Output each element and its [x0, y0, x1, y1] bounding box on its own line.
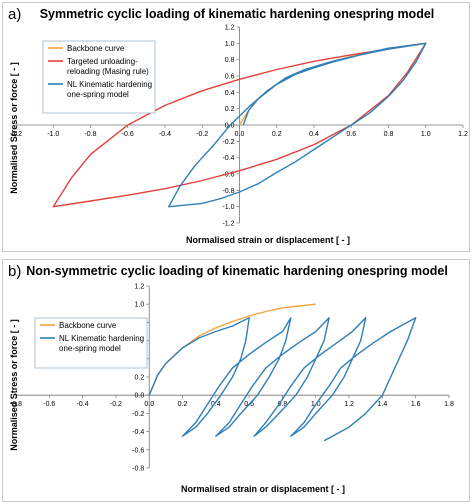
y-tick-label: 0.0: [134, 393, 144, 400]
x-tick-label: 0.0: [144, 401, 154, 408]
x-tick-label: -0.8: [10, 401, 22, 408]
series-line-2: [168, 42, 427, 208]
y-tick-label: -0.4: [132, 429, 144, 436]
y-tick-label: 0.2: [134, 375, 144, 382]
x-tick-label: -0.6: [122, 131, 134, 138]
x-tick-label: 0.4: [309, 131, 319, 138]
y-tick-label: -0.2: [222, 139, 234, 146]
x-tick-label: 1.6: [411, 401, 421, 408]
x-tick-label: 1.2: [344, 401, 354, 408]
y-tick-label: 1.2: [225, 25, 235, 32]
panel-a-title: Symmetric cyclic loading of kinematic ha…: [39, 7, 435, 21]
y-axis-title: Normalised Stress or force [ - ]: [9, 62, 19, 194]
panel-a-label: a): [8, 6, 22, 23]
x-tick-label: 0.4: [211, 401, 221, 408]
panel-a: a) Symmetric cyclic loading of kinematic…: [2, 2, 470, 252]
x-tick-label: -0.2: [196, 131, 208, 138]
y-tick-label: 0.8: [225, 57, 235, 64]
x-tick-label: -1.0: [47, 131, 59, 138]
x-tick-label: 0.0: [235, 131, 245, 138]
x-axis-title: Normalised strain or displacement [ - ]: [186, 235, 350, 245]
x-tick-label: 1.0: [421, 131, 431, 138]
legend-label: one-spring model: [67, 90, 129, 99]
legend-label: one-spring model: [59, 344, 121, 353]
y-tick-label: -0.2: [132, 411, 144, 418]
y-tick-label: -1.0: [222, 204, 234, 211]
y-tick-label: -1.2: [222, 221, 234, 228]
series-line-1: [148, 317, 417, 442]
y-tick-label: 1.2: [134, 284, 144, 291]
x-tick-label: 1.2: [458, 131, 468, 138]
legend-label: NL Kinematic hardening: [59, 334, 144, 343]
x-tick-label: -0.8: [84, 131, 96, 138]
legend-box: [34, 317, 148, 369]
x-tick-label: 1.8: [444, 401, 454, 408]
x-tick-label: 0.2: [178, 401, 188, 408]
legend-label: reloading (Masing rule): [67, 67, 149, 76]
legend-box: [42, 40, 156, 114]
x-tick-label: 0.8: [384, 131, 394, 138]
legend-label: Backbone curve: [59, 321, 117, 330]
panel-b-title: Non-symmetric cyclic loading of kinemati…: [26, 264, 448, 278]
series-line-1: [52, 42, 427, 208]
x-axis-title: Normalised strain or displacement [ - ]: [181, 484, 345, 494]
panel-b-label: b): [8, 263, 22, 280]
y-tick-label: 0.2: [225, 106, 235, 113]
x-tick-label: -0.2: [110, 401, 122, 408]
x-tick-label: 0.6: [346, 131, 356, 138]
x-tick-label: -1.2: [10, 131, 22, 138]
y-axis-title: Normalised Stress or force [ - ]: [9, 319, 19, 451]
chart-b: -0.8 -0.6 -0.4 -0.2 0.0 0.2 0.4 0.6 0.8 1.0 1.2 1.4…: [9, 284, 454, 495]
legend-label: Backbone curve: [67, 44, 125, 53]
x-tick-label: -0.4: [77, 401, 89, 408]
y-tick-label: 0.4: [225, 90, 235, 97]
y-tick-label: 0.6: [225, 74, 235, 81]
y-tick-label: -0.6: [132, 447, 144, 454]
chart-a: -1.2 -1.0 -0.8 -0.6 -0.4 -0.2 0.0 0.2 0.4 0.6 0.8 1…: [9, 25, 468, 246]
panel-b: b) Non-symmetric cyclic loading of kinem…: [2, 259, 470, 502]
x-tick-label: -0.6: [43, 401, 55, 408]
x-tick-label: -0.4: [159, 131, 171, 138]
y-tick-label: -0.8: [132, 466, 144, 473]
x-tick-label: 0.2: [272, 131, 282, 138]
legend-label: NL Kinematic hardening: [67, 80, 152, 89]
x-tick-label: 0.8: [278, 401, 288, 408]
x-tick-label: 1.4: [378, 401, 388, 408]
y-tick-label: 1.0: [225, 41, 235, 48]
y-tick-label: -0.4: [222, 155, 234, 162]
y-tick-label: -0.6: [222, 172, 234, 179]
legend-label: Targeted unloading-: [67, 57, 138, 66]
y-tick-label: -0.8: [222, 188, 234, 195]
y-tick-label: 1.0: [134, 302, 144, 309]
